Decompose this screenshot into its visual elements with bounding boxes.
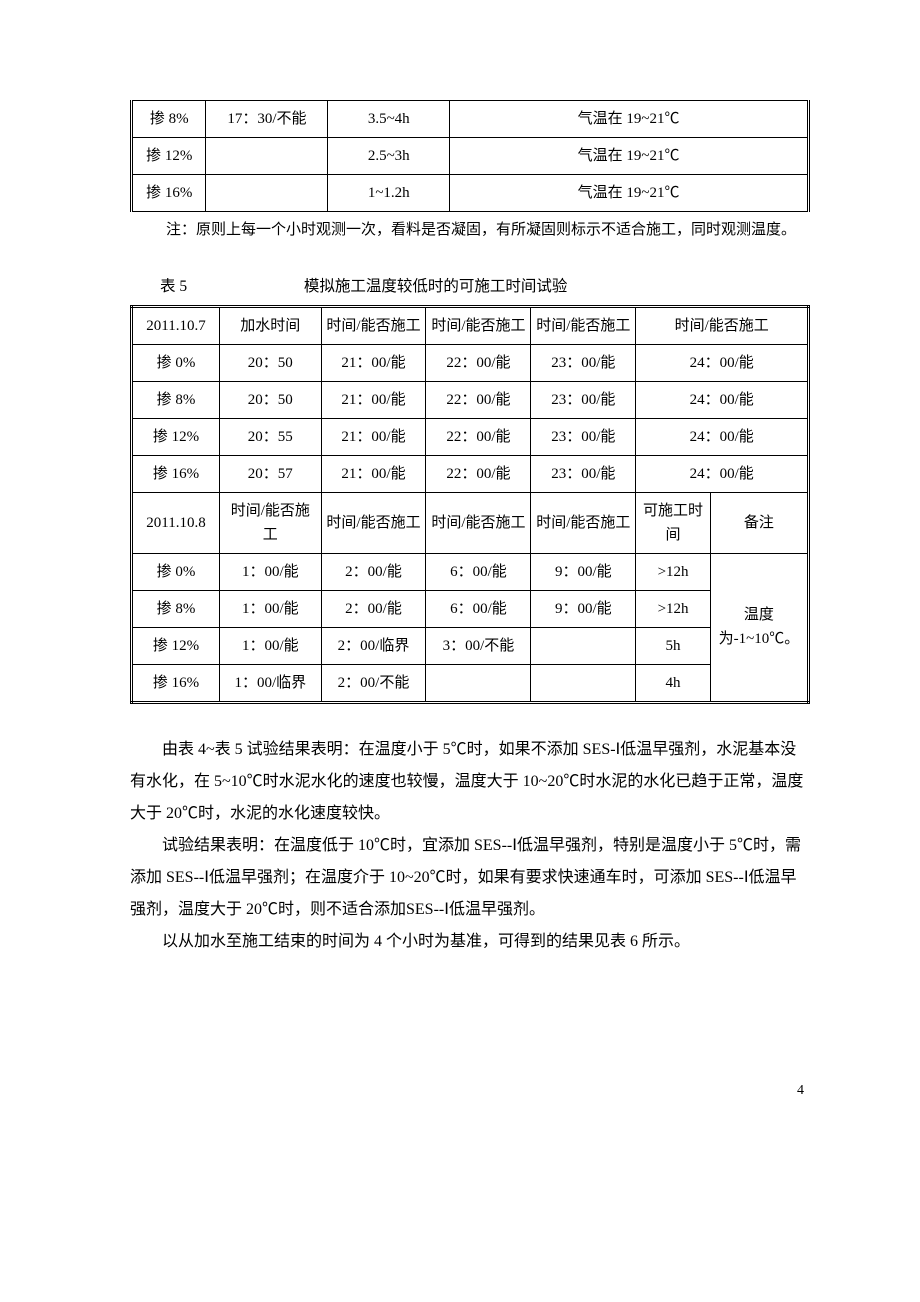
cell-header: 时间/能否施工 [220,492,322,553]
cell: 23：00/能 [531,381,636,418]
cell: 2：00/能 [321,590,426,627]
cell-label: 掺 16% [132,175,206,212]
cell-header: 时间/能否施工 [321,492,426,553]
cell: 1：00/能 [220,590,322,627]
cell [206,138,328,175]
cell-date: 2011.10.8 [132,492,220,553]
cell: 20：50 [220,344,322,381]
table-row: 掺 12% 20：55 21：00/能 22：00/能 23：00/能 24：0… [132,418,809,455]
cell: 2.5~3h [328,138,450,175]
table-row: 2011.10.8 时间/能否施工 时间/能否施工 时间/能否施工 时间/能否施… [132,492,809,553]
cell: 24：00/能 [636,418,809,455]
caption-number: 表 5 [160,272,300,301]
table5-caption: 表 5 模拟施工温度较低时的可施工时间试验 [160,272,810,301]
cell: 23：00/能 [531,418,636,455]
cell: 2：00/不能 [321,664,426,702]
cell: >12h [636,553,710,590]
cell: 24：00/能 [636,381,809,418]
cell: 9：00/能 [531,553,636,590]
caption-title: 模拟施工温度较低时的可施工时间试验 [304,278,568,295]
cell-label: 掺 12% [132,418,220,455]
cell: 22：00/能 [426,344,531,381]
cell-header: 时间/能否施工 [531,306,636,344]
cell: 21：00/能 [321,344,426,381]
cell [426,664,531,702]
table-row: 掺 8% 20：50 21：00/能 22：00/能 23：00/能 24：00… [132,381,809,418]
table-row: 掺 16% 1~1.2h 气温在 19~21℃ [132,175,809,212]
cell: 3：00/不能 [426,627,531,664]
cell: 1：00/能 [220,553,322,590]
table-row: 掺 12% 2.5~3h 气温在 19~21℃ [132,138,809,175]
table-row: 掺 0% 20：50 21：00/能 22：00/能 23：00/能 24：00… [132,344,809,381]
cell: 6：00/能 [426,590,531,627]
cell: 20：55 [220,418,322,455]
table5: 2011.10.7 加水时间 时间/能否施工 时间/能否施工 时间/能否施工 时… [130,305,810,704]
cell: 气温在 19~21℃ [450,175,809,212]
cell-header: 时间/能否施工 [426,306,531,344]
cell: 9：00/能 [531,590,636,627]
cell-header: 时间/能否施工 [636,306,809,344]
cell: >12h [636,590,710,627]
cell [531,627,636,664]
table-row: 掺 8% 17：30/不能 3.5~4h 气温在 19~21℃ [132,101,809,138]
paragraph-3: 以从加水至施工结束的时间为 4 个小时为基准，可得到的结果见表 6 所示。 [130,926,810,958]
table-row: 掺 8% 1：00/能 2：00/能 6：00/能 9：00/能 >12h [132,590,809,627]
cell-label: 掺 16% [132,664,220,702]
cell-label: 掺 8% [132,381,220,418]
cell: 2：00/能 [321,553,426,590]
table-row: 掺 0% 1：00/能 2：00/能 6：00/能 9：00/能 >12h 温度… [132,553,809,590]
cell-remark: 温度为-1~10℃。 [710,553,808,702]
cell: 气温在 19~21℃ [450,101,809,138]
cell: 22：00/能 [426,455,531,492]
note-text: 注：原则上每一个小时观测一次，看料是否凝固，有所凝固则标示不适合施工，同时观测温… [166,218,810,244]
cell: 1：00/能 [220,627,322,664]
cell-header: 可施工时间 [636,492,710,553]
cell: 21：00/能 [321,455,426,492]
cell: 3.5~4h [328,101,450,138]
table-row: 掺 16% 20：57 21：00/能 22：00/能 23：00/能 24：0… [132,455,809,492]
cell-label: 掺 0% [132,344,220,381]
cell: 20：57 [220,455,322,492]
cell-label: 掺 8% [132,590,220,627]
table-row: 掺 12% 1：00/能 2：00/临界 3：00/不能 5h [132,627,809,664]
cell: 5h [636,627,710,664]
cell: 21：00/能 [321,381,426,418]
cell: 4h [636,664,710,702]
cell-date: 2011.10.7 [132,306,220,344]
cell: 17：30/不能 [206,101,328,138]
paragraph-2: 试验结果表明：在温度低于 10℃时，宜添加 SES--Ⅰ低温早强剂，特别是温度小… [130,830,810,926]
cell: 21：00/能 [321,418,426,455]
cell-header: 时间/能否施工 [321,306,426,344]
cell-label: 掺 16% [132,455,220,492]
cell: 23：00/能 [531,455,636,492]
cell [531,664,636,702]
cell: 20：50 [220,381,322,418]
cell: 24：00/能 [636,344,809,381]
cell: 22：00/能 [426,418,531,455]
cell: 22：00/能 [426,381,531,418]
page-number: 4 [130,1078,810,1105]
table-row: 掺 16% 1：00/临界 2：00/不能 4h [132,664,809,702]
cell: 气温在 19~21℃ [450,138,809,175]
cell: 6：00/能 [426,553,531,590]
cell-label: 掺 8% [132,101,206,138]
cell-header: 时间/能否施工 [426,492,531,553]
table-row: 2011.10.7 加水时间 时间/能否施工 时间/能否施工 时间/能否施工 时… [132,306,809,344]
cell: 1：00/临界 [220,664,322,702]
cell-header: 加水时间 [220,306,322,344]
cell-label: 掺 12% [132,138,206,175]
paragraph-1: 由表 4~表 5 试验结果表明：在温度小于 5℃时，如果不添加 SES-Ⅰ低温早… [130,734,810,830]
cell-header: 时间/能否施工 [531,492,636,553]
cell-label: 掺 12% [132,627,220,664]
cell: 23：00/能 [531,344,636,381]
cell: 24：00/能 [636,455,809,492]
cell [206,175,328,212]
cell: 1~1.2h [328,175,450,212]
cell-header: 备注 [710,492,808,553]
table-fragment-prev: 掺 8% 17：30/不能 3.5~4h 气温在 19~21℃ 掺 12% 2.… [130,100,810,212]
cell-label: 掺 0% [132,553,220,590]
cell: 2：00/临界 [321,627,426,664]
